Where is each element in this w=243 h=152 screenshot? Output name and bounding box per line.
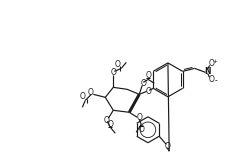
Text: O: O [145, 71, 151, 80]
Text: O: O [145, 87, 151, 96]
Text: +: + [212, 59, 217, 64]
Text: O: O [209, 75, 215, 84]
Text: O: O [209, 59, 215, 68]
Text: N: N [204, 67, 211, 76]
Text: O: O [136, 113, 142, 122]
Text: O: O [140, 79, 146, 88]
Text: O: O [79, 92, 85, 101]
Text: O: O [87, 88, 93, 97]
Text: -: - [214, 76, 217, 85]
Text: O: O [164, 142, 170, 151]
Text: O: O [114, 60, 120, 69]
Text: O: O [110, 68, 116, 77]
Text: O: O [107, 120, 113, 129]
Text: O: O [103, 116, 109, 125]
Text: O: O [138, 125, 144, 134]
